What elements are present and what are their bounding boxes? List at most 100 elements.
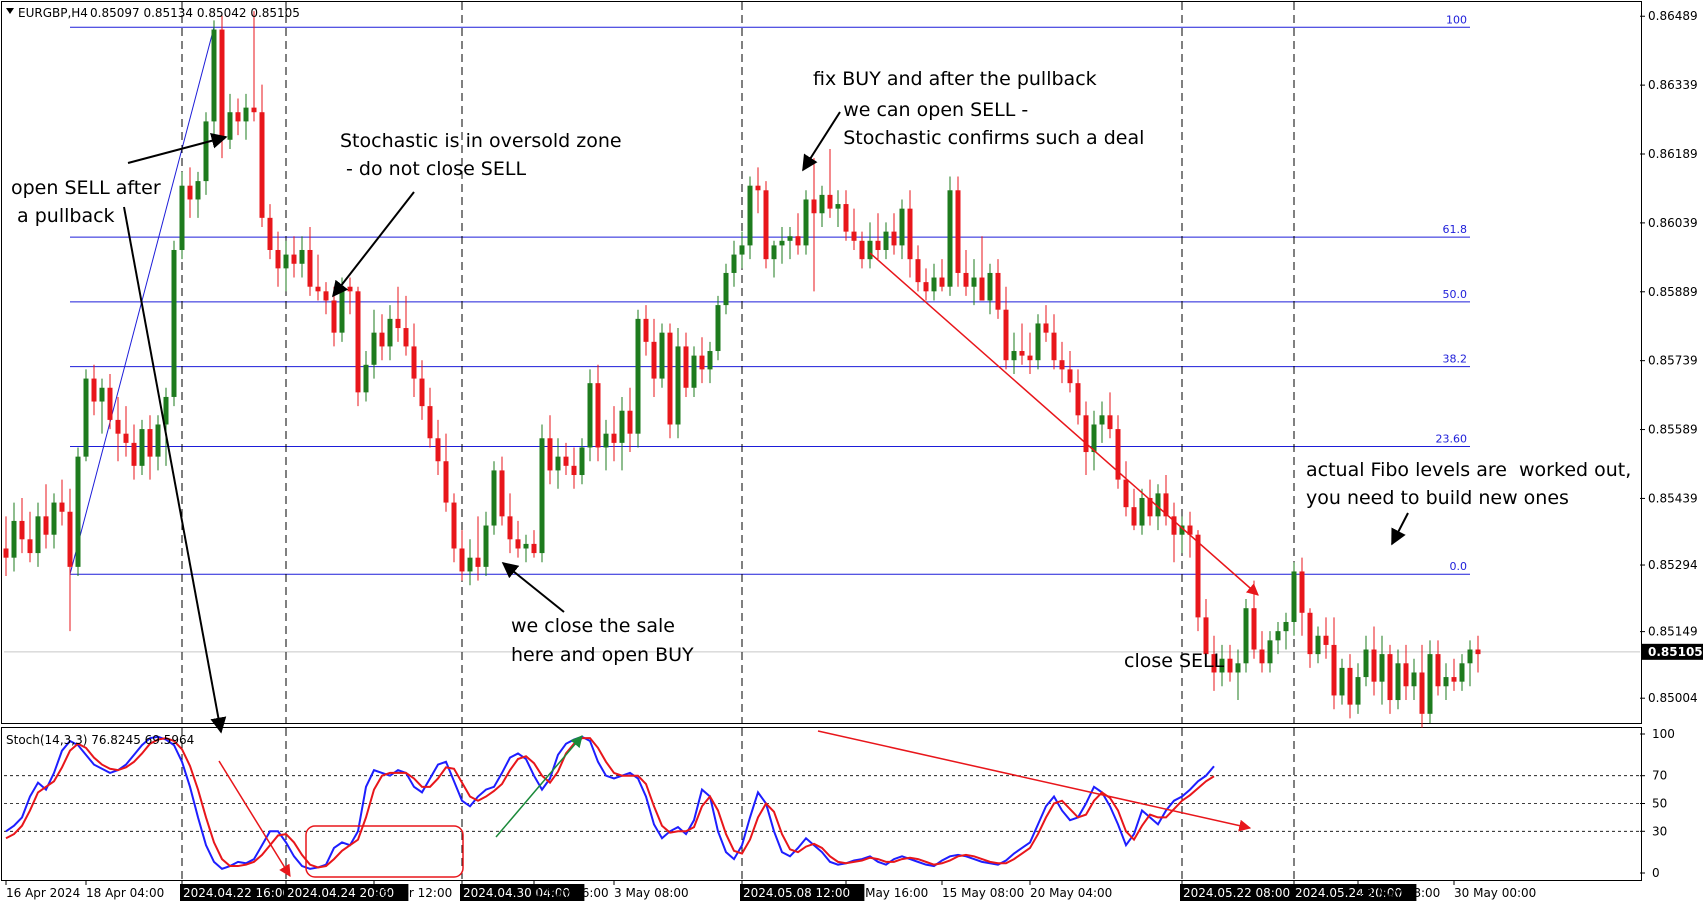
price-tick-label: 0.85589 — [1648, 423, 1698, 437]
stoch-line-main — [5, 735, 1215, 870]
arrow-fix-buy — [802, 111, 841, 172]
stoch-tick-label: 30 — [1652, 824, 1667, 838]
price-tick-label: 0.86039 — [1648, 216, 1698, 230]
arrow-open-sell-to-stoch — [123, 206, 227, 734]
arrow-close-sale — [501, 561, 565, 613]
stochastic-series — [4, 735, 1640, 870]
candle-bear — [1211, 654, 1217, 673]
arrow-red-downtrend — [869, 252, 1259, 596]
candle-bear — [875, 240, 881, 250]
candle-bear — [147, 429, 153, 457]
candle-bull — [659, 332, 665, 379]
candle-bear — [915, 259, 921, 283]
oversold-highlight-box — [305, 825, 464, 878]
candle-bear — [435, 438, 441, 462]
annotation-close-sale-line1: we close the sale — [511, 615, 675, 637]
candle-bull — [371, 332, 377, 365]
current-price-tag — [1641, 643, 1703, 660]
candle-bear — [1107, 415, 1113, 430]
candle-bear — [419, 378, 425, 407]
annotation-fix-buy-line3: Stochastic confirms such a deal — [813, 127, 1144, 149]
candle-bear — [923, 282, 929, 292]
time-highlight-tag — [740, 884, 865, 901]
annotation-open-sell-line1: open SELL after — [11, 177, 161, 199]
candle-bull — [747, 185, 753, 246]
time-highlight-tag — [1292, 884, 1417, 901]
candle-bear — [331, 300, 337, 333]
annotation-open-sell-line2: a pullback — [11, 205, 115, 227]
time-tick-label: 2024.05.22 08:00 — [1183, 886, 1290, 900]
candle-bear — [1251, 608, 1257, 650]
candle-bear — [291, 254, 297, 264]
candle-bull — [835, 204, 841, 209]
candle-bull — [1459, 663, 1465, 682]
stoch-tick-label: 70 — [1652, 769, 1667, 783]
candle-bear — [3, 548, 9, 558]
time-axis: 16 Apr 2024 18 Apr 04:00 2024.04.22 16:002… — [5, 880, 1536, 901]
candle-bear — [995, 272, 1001, 310]
candle-bear — [755, 185, 761, 191]
current-price-label: 0.85105 — [1648, 645, 1703, 659]
candle-bear — [1027, 355, 1033, 361]
stoch-title: Stoch(14,3,3) 76.8245 69.5964 — [6, 733, 194, 747]
candle-bear — [1131, 507, 1137, 526]
arrow-oversold — [332, 191, 415, 298]
time-tick-label: 2024.05.24 20:00 — [1295, 886, 1402, 900]
candle-bull — [1355, 677, 1361, 705]
candle-bear — [1059, 360, 1065, 370]
annotations: open SELL after a pullback Stochastic is… — [11, 68, 1631, 672]
candle-bull — [11, 520, 17, 558]
candle-bull — [1155, 493, 1161, 517]
candle-bear — [67, 511, 73, 567]
price-tick-label: 0.85889 — [1648, 285, 1698, 299]
candle-bear — [643, 318, 649, 342]
candle-bull — [731, 254, 737, 273]
candle-bull — [539, 438, 545, 554]
candle-bull — [163, 396, 169, 425]
candle-bull — [787, 236, 793, 241]
arrow-open-sell — [127, 132, 228, 164]
candle-bear — [859, 240, 865, 260]
candle-bear — [547, 438, 553, 471]
candle-bull — [1411, 672, 1417, 687]
symbol-dropdown-icon[interactable] — [6, 8, 14, 14]
time-highlight-tag — [180, 884, 305, 901]
candle-bear — [443, 461, 449, 503]
candle-bull — [83, 378, 89, 457]
candle-bull — [555, 456, 561, 471]
candle-bear — [1051, 332, 1057, 361]
candle-bull — [1315, 635, 1321, 655]
price-tick-label: 0.86489 — [1648, 9, 1698, 23]
annotation-arrows — [123, 111, 1409, 878]
fibo-level-label: 38.2 — [1443, 353, 1468, 366]
fibo-level-label: 23.60 — [1436, 433, 1468, 446]
candle-bear — [1043, 323, 1049, 333]
candle-bear — [323, 291, 329, 301]
candle-bear — [1171, 516, 1177, 535]
candle-bull — [75, 456, 81, 567]
candle-bear — [1371, 649, 1377, 682]
candle-bear — [851, 231, 857, 241]
candle-bull — [1035, 323, 1041, 361]
candle-bear — [1123, 479, 1129, 508]
time-tick-label: 16 Apr 2024 — [6, 886, 80, 900]
candle-bear — [627, 410, 633, 434]
time-tick-label: 1 May 16:00 — [534, 886, 609, 900]
candle-bear — [955, 190, 961, 273]
candle-bull — [947, 190, 953, 287]
price-tick-label: 0.86339 — [1648, 78, 1698, 92]
candle-bull — [1243, 608, 1249, 664]
time-tick-label: 2024.04.24 20:00 — [287, 886, 394, 900]
price-tick-label: 0.85294 — [1648, 558, 1698, 572]
candle-bear — [571, 465, 577, 476]
time-highlight-tag — [460, 884, 585, 901]
candle-bear — [667, 332, 673, 425]
time-tick-label: 2024.04.22 16:00 — [183, 886, 290, 900]
candle-bear — [427, 406, 433, 439]
price-pane-frame — [1, 1, 1642, 724]
candle-bull — [691, 355, 697, 388]
candle-bear — [939, 277, 945, 287]
fibo-level-label: 100 — [1446, 13, 1467, 26]
candle-bull — [1179, 525, 1185, 535]
